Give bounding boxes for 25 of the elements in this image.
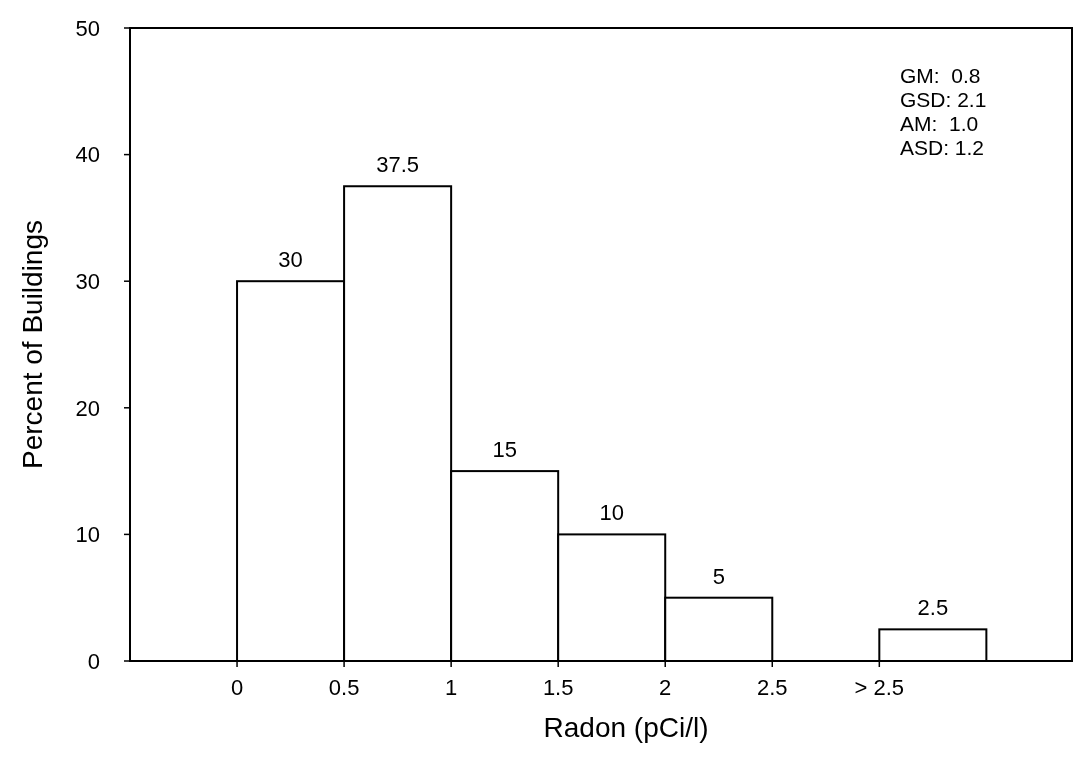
x-tick-label: 0 (230, 675, 244, 700)
x-tick-label: 1 (445, 675, 458, 700)
x-tick-label: 2 (659, 675, 672, 700)
x-tick-label: 2.5 (756, 675, 788, 700)
x-tick-label: > 2.5 (854, 675, 905, 700)
x-tick-label: 0.5 (328, 675, 360, 700)
y-tick-label: 20 (75, 395, 100, 421)
annotation: ASD: 1.2 (900, 136, 985, 159)
data-label: 2.5 (917, 595, 949, 621)
y-tick-label: 10 (75, 522, 100, 548)
data-label: 30 (278, 247, 303, 273)
annotation: GM: 0.8 (900, 64, 981, 87)
data-label: 10 (599, 500, 624, 526)
y-tick-label: 40 (75, 142, 100, 168)
y-tick-label: 50 (75, 15, 100, 41)
data-label: 37.5 (376, 152, 420, 178)
annotation: GSD: 2.1 (900, 88, 987, 111)
annotation: AM: 1.0 (900, 112, 979, 135)
data-label: 5 (712, 563, 725, 589)
y-tick-label: 0 (87, 648, 100, 674)
data-label: 15 (492, 437, 517, 463)
x-tick-label: 1.5 (542, 675, 574, 700)
x-axis-title: Radon (pCi/l) (543, 712, 709, 743)
y-tick-label: 30 (75, 268, 100, 294)
y-axis-title: Percent of Buildings (17, 219, 48, 470)
